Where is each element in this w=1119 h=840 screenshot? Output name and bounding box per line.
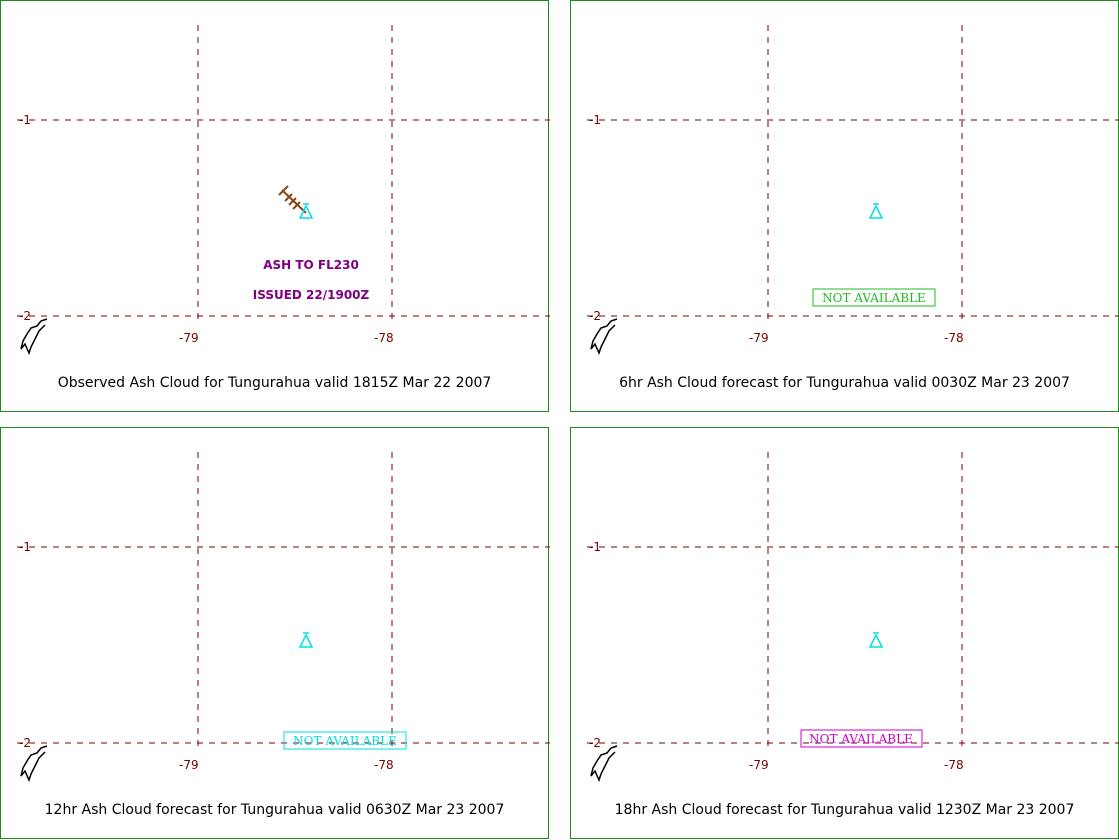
lat-label: -2: [589, 309, 601, 323]
lon-label: -78: [374, 758, 394, 772]
panel-caption: 12hr Ash Cloud forecast for Tungurahua v…: [44, 802, 505, 818]
not-available-text: NOT AVAILABLE: [293, 734, 397, 748]
map-panel-observed: -1 -2 -79 -78 ASH TO FL230 ISSUED 22/190…: [0, 0, 550, 412]
map-panel-12hr: -1 -2 -79 -78 NOT AVAILABLE 12hr Ash Clo…: [0, 427, 550, 839]
lon-label: -78: [944, 758, 964, 772]
not-available-box: [283, 731, 407, 750]
lon-label: -79: [749, 331, 769, 345]
ash-issued-text: ISSUED 22/1900Z: [253, 288, 370, 302]
coastline: [20, 745, 48, 783]
ash-altitude-text: ASH TO FL230: [263, 258, 359, 272]
lon-label: -79: [179, 331, 199, 345]
lat-label: -2: [19, 309, 31, 323]
lat-label: -2: [19, 736, 31, 750]
lat-label: -1: [19, 540, 31, 554]
volcano-triangle-icon: [868, 632, 884, 648]
lat-label: -2: [589, 736, 601, 750]
lat-label: -1: [589, 540, 601, 554]
coastline: [590, 318, 618, 356]
map-canvas: -1 -2 -79 -78 NOT AVAILABLE: [587, 452, 1119, 783]
ash-cloud-icon: [278, 185, 307, 214]
not-available-text: NOT AVAILABLE: [822, 291, 926, 305]
volcano-triangle-icon: [298, 203, 314, 219]
not-available-box: [812, 288, 936, 307]
map-panel-6hr: -1 -2 -79 -78 NOT AVAILABLE 6hr Ash Clou…: [570, 0, 1119, 412]
volcano-triangle-icon: [868, 203, 884, 219]
lon-label: -78: [944, 331, 964, 345]
map-panel-18hr: -1 -2 -79 -78 NOT AVAILABLE 18hr Ash Clo…: [570, 427, 1119, 839]
coastline: [590, 745, 618, 783]
panel-caption: 6hr Ash Cloud forecast for Tungurahua va…: [619, 375, 1070, 391]
lon-label: -79: [179, 758, 199, 772]
lon-label: -79: [749, 758, 769, 772]
volcano-triangle-icon: [298, 632, 314, 648]
not-available-box: [800, 729, 923, 748]
map-canvas: -1 -2 -79 -78 NOT AVAILABLE: [587, 25, 1119, 356]
map-canvas: -1 -2 -79 -78 NOT AVAILABLE: [17, 452, 550, 783]
lat-label: -1: [19, 113, 31, 127]
map-canvas: -1 -2 -79 -78 ASH TO FL230 ISSUED 22/190…: [17, 25, 550, 356]
panel-caption: 18hr Ash Cloud forecast for Tungurahua v…: [614, 802, 1075, 818]
coastline: [20, 318, 48, 356]
lon-label: -78: [374, 331, 394, 345]
not-available-text: NOT AVAILABLE: [809, 732, 913, 746]
lat-label: -1: [589, 113, 601, 127]
panel-caption: Observed Ash Cloud for Tungurahua valid …: [57, 375, 492, 391]
